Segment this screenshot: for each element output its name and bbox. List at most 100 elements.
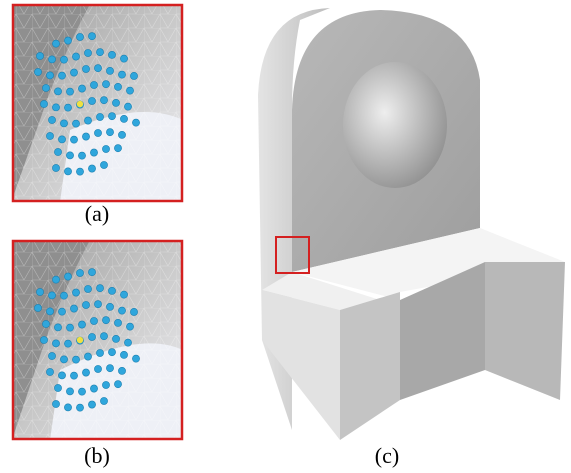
sample-point bbox=[60, 56, 67, 63]
sample-point bbox=[70, 69, 77, 76]
sample-point bbox=[40, 100, 47, 107]
sample-point bbox=[90, 385, 97, 392]
sample-point bbox=[58, 72, 65, 79]
sample-point bbox=[88, 333, 95, 340]
sample-point bbox=[52, 400, 59, 407]
sample-point bbox=[54, 324, 61, 331]
sample-point bbox=[72, 120, 79, 127]
sample-point bbox=[118, 71, 125, 78]
sample-point bbox=[84, 49, 91, 56]
sample-point bbox=[60, 356, 67, 363]
sample-point bbox=[90, 317, 97, 324]
sample-point bbox=[72, 289, 79, 296]
sample-point bbox=[120, 351, 127, 358]
sample-point bbox=[108, 113, 115, 120]
sample-point bbox=[118, 367, 125, 374]
sample-point bbox=[102, 381, 109, 388]
center-point bbox=[77, 337, 83, 343]
sample-point bbox=[126, 87, 133, 94]
sample-point bbox=[112, 99, 119, 106]
sample-point bbox=[46, 368, 53, 375]
sample-point bbox=[124, 103, 131, 110]
sample-point bbox=[76, 33, 83, 40]
sample-point bbox=[54, 88, 61, 95]
sample-point bbox=[52, 164, 59, 171]
sample-point bbox=[82, 65, 89, 72]
sample-point bbox=[78, 388, 85, 395]
sample-point bbox=[132, 119, 139, 126]
sample-point bbox=[102, 317, 109, 324]
sample-point bbox=[106, 129, 113, 136]
sample-point bbox=[60, 120, 67, 127]
sample-point bbox=[42, 84, 49, 91]
sample-point bbox=[34, 304, 41, 311]
sample-point bbox=[96, 349, 103, 356]
panel-b-image bbox=[12, 240, 183, 440]
sample-point bbox=[52, 276, 59, 283]
sample-point bbox=[76, 269, 83, 276]
sample-point bbox=[88, 269, 95, 276]
sample-point bbox=[114, 319, 121, 326]
sample-point bbox=[118, 131, 125, 138]
sample-point bbox=[106, 365, 113, 372]
sample-point bbox=[84, 285, 91, 292]
sample-point bbox=[72, 356, 79, 363]
sample-point bbox=[102, 145, 109, 152]
sample-point bbox=[94, 365, 101, 372]
sample-point bbox=[46, 72, 53, 79]
sample-point bbox=[106, 303, 113, 310]
sample-point bbox=[132, 355, 139, 362]
sample-point bbox=[34, 68, 41, 75]
sample-point bbox=[54, 384, 61, 391]
sample-point bbox=[108, 349, 115, 356]
sample-point bbox=[66, 152, 73, 159]
sample-point bbox=[42, 320, 49, 327]
sample-point bbox=[78, 321, 85, 328]
sample-point bbox=[130, 308, 137, 315]
sample-point bbox=[64, 37, 71, 44]
sample-point bbox=[96, 49, 103, 56]
sample-point bbox=[66, 388, 73, 395]
sample-point bbox=[114, 145, 121, 152]
sample-point bbox=[60, 292, 67, 299]
sample-point bbox=[48, 292, 55, 299]
sample-point bbox=[76, 168, 83, 175]
sample-point bbox=[130, 72, 137, 79]
label-a: (a) bbox=[85, 201, 109, 226]
sample-point bbox=[70, 372, 77, 379]
sample-point bbox=[64, 340, 71, 347]
sample-point bbox=[70, 136, 77, 143]
sample-point bbox=[82, 369, 89, 376]
sample-point bbox=[82, 301, 89, 308]
sample-point bbox=[94, 129, 101, 136]
label-c: (c) bbox=[375, 443, 399, 468]
sample-point bbox=[120, 291, 127, 298]
sample-point bbox=[64, 168, 71, 175]
sample-point bbox=[48, 352, 55, 359]
sample-point bbox=[94, 301, 101, 308]
sample-point bbox=[46, 132, 53, 139]
sample-point bbox=[124, 339, 131, 346]
sample-point bbox=[88, 401, 95, 408]
sample-point bbox=[82, 133, 89, 140]
sample-point bbox=[58, 136, 65, 143]
sample-point bbox=[100, 97, 107, 104]
sample-point bbox=[40, 336, 47, 343]
sample-point bbox=[66, 324, 73, 331]
sample-point bbox=[84, 117, 91, 124]
sample-point bbox=[36, 288, 43, 295]
sample-point bbox=[96, 285, 103, 292]
sample-point bbox=[120, 55, 127, 62]
sample-point bbox=[96, 113, 103, 120]
label-b: (b) bbox=[84, 443, 110, 468]
sample-point bbox=[58, 372, 65, 379]
sample-point bbox=[106, 67, 113, 74]
sample-point bbox=[90, 149, 97, 156]
sample-point bbox=[100, 333, 107, 340]
sample-point bbox=[66, 88, 73, 95]
sample-point bbox=[52, 340, 59, 347]
sample-point bbox=[108, 287, 115, 294]
sample-point bbox=[114, 83, 121, 90]
sample-point bbox=[78, 85, 85, 92]
sample-point bbox=[64, 273, 71, 280]
